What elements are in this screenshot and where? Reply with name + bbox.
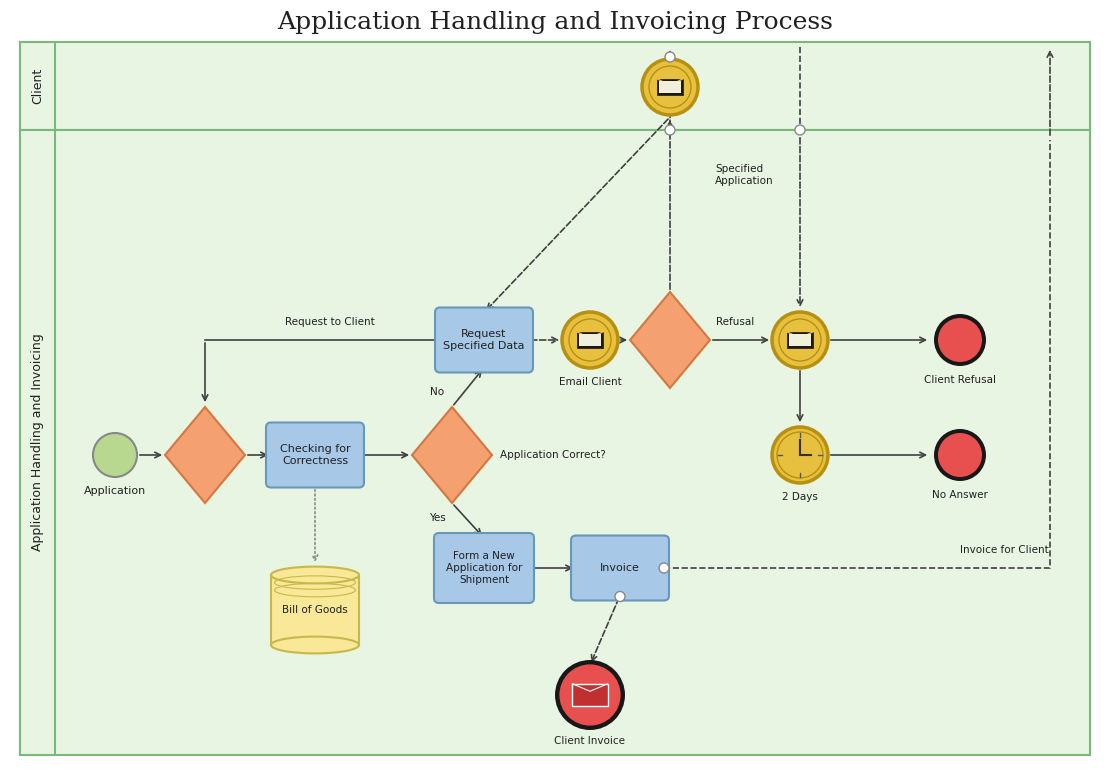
Circle shape: [665, 125, 675, 135]
Circle shape: [659, 563, 669, 573]
Bar: [789, 334, 811, 346]
Text: Yes: Yes: [429, 513, 446, 523]
Circle shape: [642, 59, 698, 115]
Bar: [787, 331, 813, 348]
Circle shape: [777, 432, 823, 478]
Circle shape: [779, 319, 821, 361]
Circle shape: [938, 433, 982, 477]
Text: Client Refusal: Client Refusal: [924, 375, 995, 385]
Bar: [20, 42, 56, 130]
Text: Client Invoice: Client Invoice: [554, 736, 625, 746]
Text: No: No: [430, 387, 444, 397]
Circle shape: [772, 427, 828, 483]
Circle shape: [934, 314, 985, 366]
Circle shape: [649, 66, 691, 108]
FancyBboxPatch shape: [571, 536, 669, 601]
Polygon shape: [166, 407, 246, 503]
Text: Request
Specified Data: Request Specified Data: [443, 329, 524, 351]
Text: Bill of Goods: Bill of Goods: [282, 605, 348, 615]
Circle shape: [569, 319, 611, 361]
FancyBboxPatch shape: [436, 308, 533, 373]
Circle shape: [795, 125, 805, 135]
Circle shape: [934, 429, 985, 481]
Ellipse shape: [271, 637, 359, 653]
Bar: [659, 81, 681, 93]
Text: Checking for
Correctness: Checking for Correctness: [280, 444, 350, 466]
Bar: [577, 331, 603, 348]
Bar: [572, 684, 608, 706]
Circle shape: [938, 318, 982, 362]
Bar: [271, 575, 359, 645]
Polygon shape: [412, 407, 492, 503]
Polygon shape: [630, 292, 710, 388]
Text: Invoice: Invoice: [600, 563, 640, 573]
Text: Application: Application: [83, 486, 147, 496]
Text: Email Client: Email Client: [559, 377, 621, 387]
Text: No Answer: No Answer: [932, 490, 988, 500]
Text: Application Handling and Invoicing: Application Handling and Invoicing: [31, 334, 44, 551]
Bar: [20, 130, 56, 755]
Circle shape: [665, 52, 675, 62]
Text: Application Handling and Invoicing Process: Application Handling and Invoicing Proce…: [277, 10, 833, 34]
Text: Refusal: Refusal: [715, 317, 754, 327]
FancyBboxPatch shape: [434, 533, 534, 603]
Text: Form a New
Application for
Shipment: Form a New Application for Shipment: [446, 551, 522, 585]
Circle shape: [558, 663, 622, 727]
Bar: [20, 42, 1090, 130]
Text: Specified
Application: Specified Application: [715, 164, 773, 186]
Circle shape: [556, 660, 625, 730]
Text: 2 Days: 2 Days: [782, 492, 818, 502]
Circle shape: [562, 312, 618, 368]
Text: Request to Client: Request to Client: [286, 317, 374, 327]
Bar: [20, 130, 1090, 755]
Circle shape: [93, 433, 137, 477]
FancyBboxPatch shape: [266, 423, 364, 488]
Text: Invoice for Client: Invoice for Client: [960, 545, 1049, 555]
Circle shape: [615, 591, 625, 601]
Circle shape: [772, 312, 828, 368]
Text: Application Correct?: Application Correct?: [500, 450, 605, 460]
Ellipse shape: [271, 567, 359, 583]
Bar: [657, 78, 683, 96]
Text: Client: Client: [31, 68, 44, 104]
Bar: [579, 334, 601, 346]
